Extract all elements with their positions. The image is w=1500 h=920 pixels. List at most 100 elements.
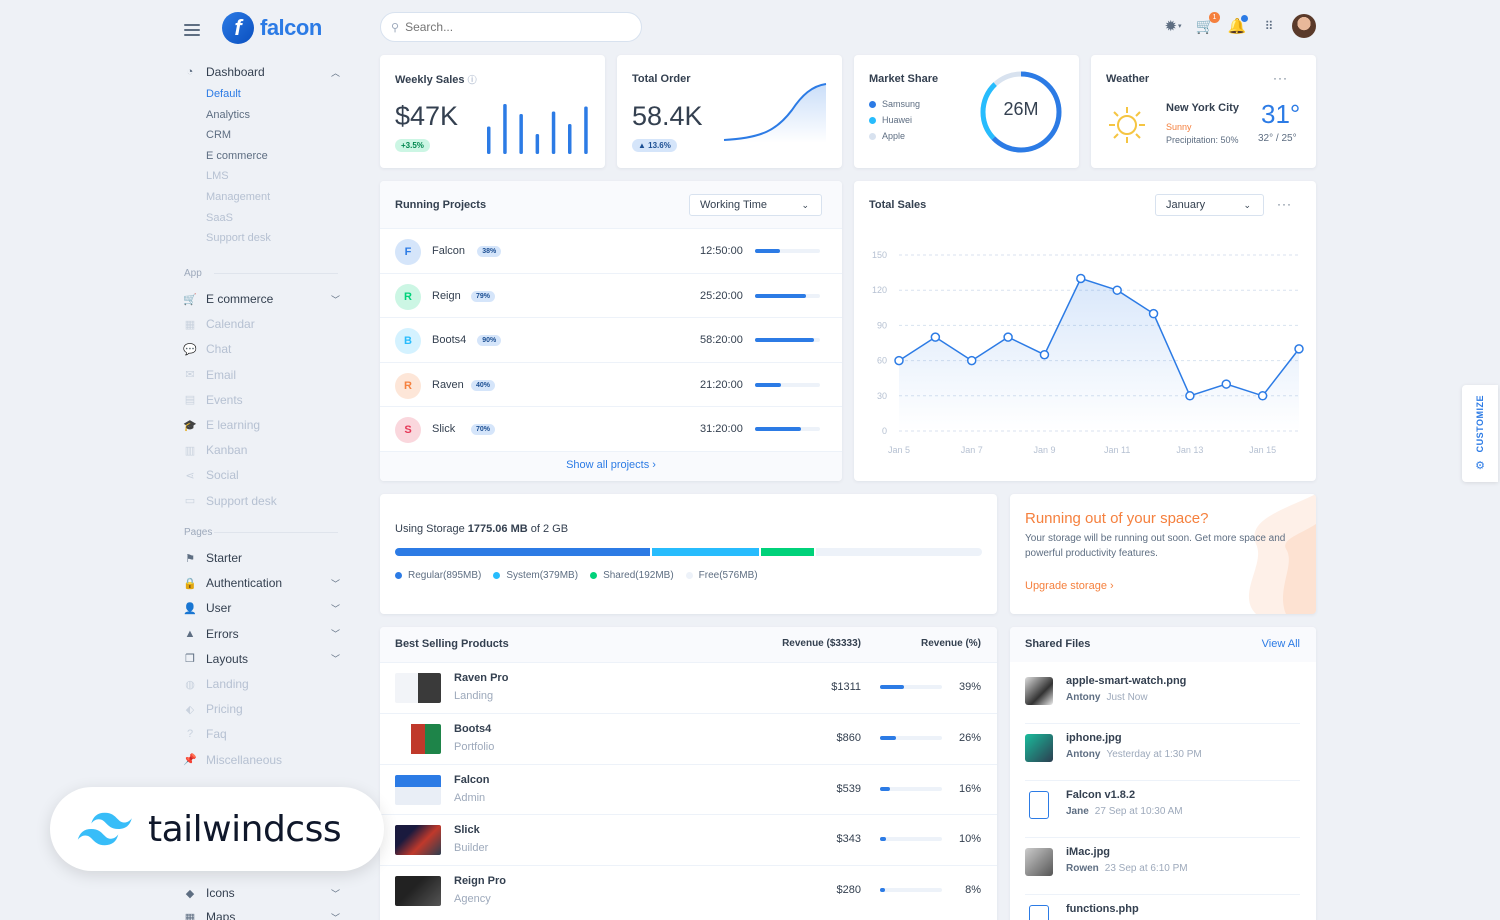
- upgrade-storage-card: Running out of your space? Your storage …: [1010, 494, 1316, 614]
- data-point[interactable]: [1294, 344, 1304, 354]
- sidebar-subitem[interactable]: Analytics: [206, 108, 251, 121]
- file-name[interactable]: iphone.jpg: [1066, 732, 1122, 744]
- sidebar-item[interactable]: ⋖ Social: [184, 468, 340, 482]
- table-row[interactable]: R Raven 40% 21:20:00: [380, 361, 842, 407]
- sidebar-item[interactable]: ▦ Maps ﹀: [184, 910, 340, 920]
- total-order-card: Total Order 58.4K ▲ 13.6%: [617, 55, 842, 168]
- sidebar-item[interactable]: ▥ Kanban: [184, 443, 340, 457]
- progress-track: [880, 888, 942, 893]
- sidebar-item[interactable]: ▦ Calendar: [184, 317, 340, 331]
- weather-precipitation: Precipitation: 50%: [1166, 135, 1239, 145]
- table-row[interactable]: Boots4 Portfolio $860 26%: [380, 712, 997, 764]
- sidebar-subitem[interactable]: LMS: [206, 170, 229, 183]
- file-user: Antony: [1066, 692, 1101, 703]
- data-point[interactable]: [1112, 285, 1122, 295]
- chevron-down-icon: ﹀: [330, 654, 340, 665]
- table-row[interactable]: Slick Builder $343 10%: [380, 814, 997, 865]
- y-tick-label: 150: [872, 250, 887, 260]
- product-name[interactable]: Reign Pro: [454, 875, 506, 888]
- data-point[interactable]: [894, 355, 904, 366]
- sidebar-item[interactable]: 💬 Chat: [183, 342, 340, 356]
- sidebar-item[interactable]: ▭ Support desk: [184, 494, 340, 508]
- legend-dot: [869, 132, 876, 140]
- list-item[interactable]: apple-smart-watch.png Antony Just Now: [1025, 667, 1300, 724]
- brand-logo[interactable]: f falcon: [222, 12, 322, 44]
- bell-icon[interactable]: 🔔: [1228, 15, 1248, 35]
- menu-toggle-icon[interactable]: [184, 24, 200, 36]
- theme-toggle-icon[interactable]: ✹ ▾: [1164, 18, 1182, 35]
- sidebar-item[interactable]: ◍ Landing: [184, 677, 340, 691]
- sidebar-subitem[interactable]: Support desk: [206, 232, 271, 245]
- cart-icon[interactable]: 🛒 1: [1196, 12, 1220, 35]
- table-row[interactable]: Reign Pro Agency $280 8%: [380, 865, 997, 916]
- table-row[interactable]: F Falcon 38% 12:50:00: [380, 228, 842, 273]
- sidebar-item-label: Dashboard: [206, 65, 265, 79]
- data-point[interactable]: [1185, 391, 1195, 401]
- sidebar-item[interactable]: 🛒 E commerce ﹀: [183, 292, 340, 306]
- sidebar-item[interactable]: ? Faq: [184, 727, 340, 741]
- sidebar-item[interactable]: ✉ Email: [184, 368, 340, 382]
- upgrade-storage-link[interactable]: Upgrade storage ›: [1025, 580, 1114, 592]
- sidebar-item[interactable]: ▲ Errors ﹀: [184, 627, 340, 641]
- month-select[interactable]: January ⌄: [1155, 194, 1264, 216]
- search-input[interactable]: [405, 20, 606, 34]
- list-item[interactable]: Falcon v1.8.2 Jane 27 Sep at 10:30 AM: [1025, 781, 1300, 838]
- product-name[interactable]: Slick: [454, 824, 480, 837]
- sidebar-item[interactable]: ▤ Events: [184, 393, 340, 407]
- progress-fill: [755, 249, 780, 253]
- table-row[interactable]: Falcon Admin $539 16%: [380, 763, 997, 815]
- sidebar-subitem[interactable]: SaaS: [206, 211, 233, 224]
- file-name[interactable]: functions.php: [1066, 903, 1139, 915]
- legend-item: Regular(895MB): [395, 570, 481, 581]
- data-point[interactable]: [1221, 379, 1232, 389]
- sidebar-subitem[interactable]: CRM: [206, 129, 232, 142]
- sidebar-item[interactable]: ❐ Layouts ﹀: [184, 652, 340, 666]
- data-point[interactable]: [1003, 332, 1013, 342]
- sidebar-item[interactable]: 👤 User ﹀: [183, 601, 340, 615]
- view-all-files-link[interactable]: View All: [1261, 638, 1300, 650]
- list-item[interactable]: functions.php: [1025, 895, 1300, 920]
- avatar[interactable]: [1292, 14, 1316, 38]
- file-name[interactable]: iMac.jpg: [1066, 846, 1111, 858]
- table-row[interactable]: S Slick 70% 31:20:00: [380, 406, 842, 451]
- table-row[interactable]: B Boots4 90% 58:20:00: [380, 317, 842, 362]
- list-item[interactable]: iphone.jpg Antony Yesterday at 1:30 PM: [1025, 724, 1300, 781]
- card-title: Running Projects: [395, 199, 487, 211]
- sidebar-item[interactable]: ⚑ Starter: [184, 551, 340, 565]
- table-row[interactable]: R Reign 79% 25:20:00: [380, 272, 842, 318]
- sidebar-item[interactable]: ⬖ Pricing: [184, 702, 340, 716]
- file-meta: Rowen 23 Sep at 6:10 PM: [1066, 863, 1188, 874]
- file-name[interactable]: Falcon v1.8.2: [1066, 789, 1136, 801]
- customize-tab[interactable]: CUSTOMIZE ⚙: [1462, 385, 1498, 482]
- data-point[interactable]: [1148, 308, 1159, 319]
- data-point[interactable]: [966, 355, 977, 366]
- search-box[interactable]: ⚲: [380, 12, 642, 42]
- data-point[interactable]: [1076, 273, 1086, 284]
- info-icon[interactable]: ⓘ: [467, 75, 477, 85]
- sidebar-item[interactable]: ◆ Icons ﹀: [184, 886, 340, 900]
- table-row[interactable]: Raven Pro Landing $1311 39%: [380, 662, 997, 713]
- more-options-icon[interactable]: ···: [1277, 197, 1292, 211]
- product-name[interactable]: Falcon: [454, 773, 490, 786]
- sidebar-item[interactable]: 🔒 Authentication ﹀: [183, 576, 340, 590]
- sidebar-subitem[interactable]: E commerce: [206, 149, 268, 162]
- weather-temp: 31°: [1261, 99, 1301, 129]
- product-name[interactable]: Boots4: [454, 722, 492, 735]
- apps-grid-icon[interactable]: ⠿: [1264, 19, 1274, 33]
- working-time-select[interactable]: Working Time ⌄: [689, 194, 822, 216]
- list-item[interactable]: iMac.jpg Rowen 23 Sep at 6:10 PM: [1025, 838, 1300, 895]
- file-name[interactable]: apple-smart-watch.png: [1066, 675, 1187, 687]
- data-point[interactable]: [1039, 349, 1050, 360]
- sidebar-subitem[interactable]: Default: [206, 88, 241, 100]
- sidebar-subitem[interactable]: Management: [206, 191, 271, 203]
- sidebar-item[interactable]: 🎓 E learning: [183, 418, 340, 432]
- data-point[interactable]: [1257, 391, 1268, 401]
- sidebar-item[interactable]: 📌 Miscellaneous: [183, 753, 340, 767]
- product-name[interactable]: Raven Pro: [454, 672, 509, 684]
- data-point[interactable]: [930, 332, 941, 342]
- tags-icon: ⬖: [185, 703, 195, 716]
- show-all-projects-link[interactable]: Show all projects ›: [566, 459, 656, 471]
- more-options-icon[interactable]: ···: [1273, 71, 1288, 85]
- sidebar-item-label: Support desk: [206, 493, 277, 508]
- sidebar-item-dashboard[interactable]: ◔ Dashboard ︿: [184, 65, 340, 79]
